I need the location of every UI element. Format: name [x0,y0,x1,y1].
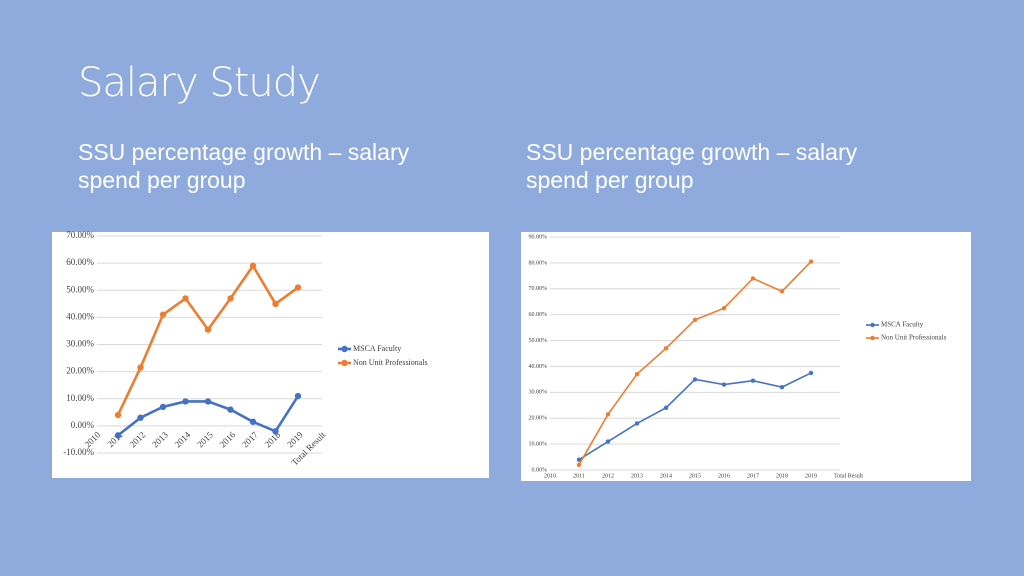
data-point [750,378,756,383]
x-tick-label: 2015 [689,473,701,479]
y-tick-label: 40.00% [66,311,94,321]
y-tick-label: 20.00% [66,366,94,376]
data-point [272,300,279,308]
y-tick-label: 0.00% [71,420,95,430]
legend-label: Non Unit Professionals [353,358,428,367]
y-tick-label: 60.00% [529,312,548,318]
data-point [227,295,234,302]
data-point [576,457,582,462]
data-point [808,259,814,264]
data-point [605,412,611,417]
chart-heading: SSU percentage growth – salary spend per… [526,139,858,193]
data-point [137,364,144,371]
data-point [750,276,756,281]
data-point [692,377,698,382]
legend-marker [341,345,348,353]
data-point [227,406,234,413]
y-tick-label: 50.00% [66,284,94,294]
data-point [294,392,302,400]
data-point [605,439,611,444]
x-tick-label: 2018 [776,473,788,479]
y-tick-label: 10.00% [529,441,548,447]
data-point [159,311,167,318]
data-point [249,418,257,426]
x-tick-label: 2016 [718,473,730,479]
y-tick-label: 10.00% [66,393,94,403]
y-tick-label: 30.00% [529,390,548,396]
data-point [634,372,640,377]
data-point [272,428,279,435]
data-point [721,382,727,387]
data-point [182,398,189,405]
data-point [204,326,212,333]
legend-label: Non Unit Professionals [881,334,947,342]
y-tick-label: 30.00% [66,339,94,349]
data-point [159,403,167,411]
y-tick-label: 20.00% [529,416,548,422]
y-tick-label: -10.00% [63,447,94,457]
y-tick-label: 60.00% [66,257,94,267]
data-point [114,411,122,419]
legend-label: MSCA Faculty [353,344,401,353]
legend-marker [870,335,875,341]
y-tick-label: 0.00% [532,467,548,473]
chart-heading: SSU percentage growth – salary spend per… [78,139,410,193]
y-tick-label: 90.00% [529,234,548,240]
data-point [634,421,640,426]
y-tick-label: 70.00% [66,230,94,240]
x-tick-label: 2014 [660,473,672,479]
data-point [721,305,727,311]
legend-marker [341,359,348,367]
x-tick-label: Total Result [834,473,863,479]
data-point [779,384,785,390]
x-tick-label: 2017 [747,473,759,479]
data-point [779,289,785,294]
data-point [294,284,302,291]
chart-panel [521,232,971,481]
data-point [663,405,669,411]
x-tick-label: 2013 [631,473,643,479]
chart-panel [52,232,489,478]
data-point [137,414,144,421]
data-point [692,317,698,323]
data-point [663,346,669,351]
y-tick-label: 80.00% [529,260,548,266]
y-tick-label: 70.00% [529,286,548,292]
data-point [808,370,814,376]
legend-marker [870,322,875,328]
x-tick-label: 2012 [602,473,614,479]
y-tick-label: 50.00% [529,338,548,344]
x-tick-label: 2011 [573,473,585,479]
legend-label: MSCA Faculty [881,321,924,329]
data-point [114,432,122,439]
data-point [576,462,582,468]
data-point [249,262,257,270]
y-tick-label: 40.00% [529,364,548,370]
data-point [182,295,189,302]
data-point [204,398,212,405]
x-tick-label: 2019 [805,473,817,479]
x-tick-label: 2010 [544,473,556,479]
slide-title: Salary Study [78,60,321,106]
